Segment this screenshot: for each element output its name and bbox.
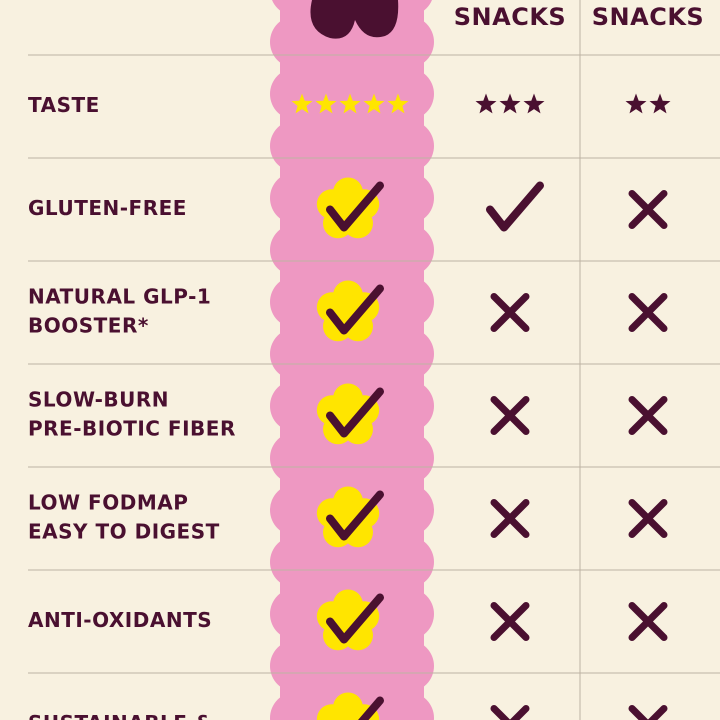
scallop: [270, 380, 322, 432]
column-header: SNACKS: [592, 3, 704, 31]
row-label: SUSTAINABLE &: [28, 711, 213, 720]
logo: [310, 0, 399, 39]
cross-mark: [628, 499, 668, 538]
scallop: [382, 432, 434, 484]
scallop: [272, 0, 320, 16]
row-label: PRE-BIOTIC FIBER: [28, 417, 236, 441]
scallop: [270, 432, 322, 484]
scallop: [382, 380, 434, 432]
cross-mark: [490, 293, 530, 332]
scallop: [270, 68, 322, 120]
row-label: TASTE: [28, 93, 100, 117]
scallop: [382, 68, 434, 120]
row-label: NATURAL GLP-1: [28, 285, 211, 309]
row-label: EASY TO DIGEST: [28, 520, 220, 544]
row-label: LOW FODMAP: [28, 491, 188, 515]
star: [475, 93, 497, 114]
star: [625, 93, 647, 114]
scallop: [382, 328, 434, 380]
cross-mark: [490, 602, 530, 641]
row-label: SLOW-BURN: [28, 388, 169, 412]
check-mark: [326, 181, 384, 232]
scallop: [270, 120, 322, 172]
star: [363, 93, 385, 114]
scallop: [270, 328, 322, 380]
star: [387, 93, 409, 114]
cross-mark: [628, 705, 668, 720]
check-mark: [326, 490, 384, 541]
column-header: SNACKS: [454, 3, 566, 31]
scallop: [270, 588, 322, 640]
scallop: [382, 692, 434, 720]
scallop: [270, 692, 322, 720]
row-label: BOOSTER*: [28, 314, 149, 338]
cross-mark: [628, 602, 668, 641]
star: [339, 93, 361, 114]
scallop: [270, 276, 322, 328]
check-mark: [326, 593, 384, 644]
star: [315, 93, 337, 114]
scallop: [382, 224, 434, 276]
scallop: [382, 640, 434, 692]
cross-mark: [490, 499, 530, 538]
cross-mark: [490, 705, 530, 720]
row-label: GLUTEN-FREE: [28, 196, 187, 220]
cross-mark: [628, 293, 668, 332]
check-mark: [358, 696, 384, 720]
scallop: [382, 172, 434, 224]
scallop: [270, 536, 322, 588]
scallop: [382, 588, 434, 640]
scallop: [382, 536, 434, 588]
row-label: ANTI-OXIDANTS: [28, 608, 212, 632]
star: [499, 93, 521, 114]
cross-mark: [628, 190, 668, 229]
check-mark: [326, 387, 384, 438]
scallop: [270, 224, 322, 276]
check-mark: [326, 284, 384, 335]
scallop: [270, 484, 322, 536]
scallop: [382, 484, 434, 536]
check-mark: [486, 181, 544, 232]
flower-center: [330, 706, 366, 720]
star: [291, 93, 313, 114]
cross-mark: [628, 396, 668, 435]
scallop: [382, 120, 434, 172]
scallop: [270, 172, 322, 224]
scallop: [270, 640, 322, 692]
scallop: [382, 276, 434, 328]
star: [649, 93, 671, 114]
cross-mark: [490, 396, 530, 435]
star: [523, 93, 545, 114]
